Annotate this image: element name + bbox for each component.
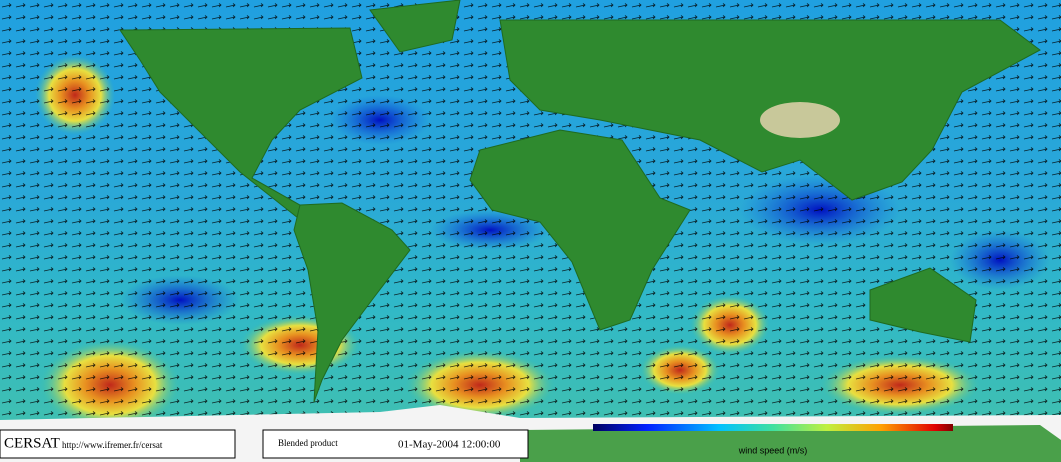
continents: [119, 0, 1041, 403]
australia: [869, 267, 977, 343]
greenland: [369, 0, 461, 53]
timestamp: 01-May-2004 12:00:00: [398, 439, 501, 451]
logo: CERSAT: [4, 435, 60, 451]
info-box: [262, 429, 529, 459]
url: http://www.ifremer.fr/cersat: [62, 440, 163, 450]
south-america: [293, 202, 411, 403]
colorbar: [593, 424, 953, 431]
africa: [469, 129, 691, 331]
logo-box: [0, 429, 236, 459]
colorbar-group: wind speed (m/s): [593, 424, 953, 455]
product: Blended product: [278, 438, 338, 448]
colorbar-label: wind speed (m/s): [738, 445, 808, 455]
